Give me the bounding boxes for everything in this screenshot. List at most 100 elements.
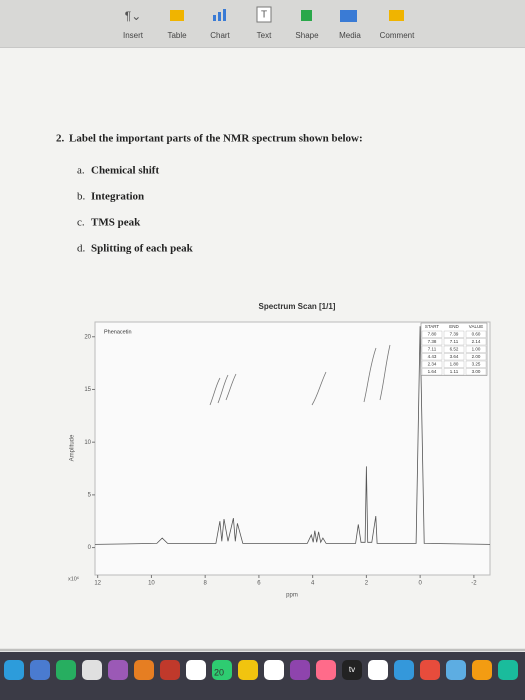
dock-icon[interactable] bbox=[238, 660, 258, 680]
table-cell bbox=[465, 345, 487, 353]
y-tick-label: 0 bbox=[88, 545, 92, 551]
x-tick-label: 0 bbox=[418, 581, 422, 587]
table-cell-text: 1.00 bbox=[472, 346, 481, 351]
media-icon bbox=[340, 10, 357, 22]
question-text: Label the important parts of the NMR spe… bbox=[69, 133, 363, 145]
table-cell-text: 7.11 bbox=[428, 346, 437, 351]
table-cell bbox=[465, 330, 487, 338]
item-text: Integration bbox=[91, 191, 144, 203]
item-marker: b. bbox=[77, 191, 86, 203]
table-cell-text: 3.00 bbox=[472, 369, 481, 374]
table-cell bbox=[421, 353, 443, 361]
toolbar-label[interactable]: Text bbox=[257, 31, 272, 40]
table-cell-text: 1.11 bbox=[450, 369, 459, 374]
item-text: Splitting of each peak bbox=[91, 243, 194, 255]
toolbar-label[interactable]: Chart bbox=[210, 31, 230, 40]
x-tick-label: 4 bbox=[311, 581, 315, 587]
table-cell bbox=[465, 368, 487, 376]
table-cell bbox=[443, 353, 465, 361]
toolbar-label[interactable]: Media bbox=[339, 31, 361, 40]
spectrum-line bbox=[94, 326, 491, 545]
item-marker: d. bbox=[77, 243, 86, 255]
dock-icon[interactable] bbox=[160, 660, 180, 680]
y-tick-label: 20 bbox=[84, 334, 91, 340]
dock-icon[interactable] bbox=[368, 660, 388, 680]
dock-icon[interactable] bbox=[446, 660, 466, 680]
table-cell bbox=[421, 330, 443, 338]
x-tick-label: 8 bbox=[203, 581, 207, 587]
dock-icon[interactable] bbox=[212, 660, 232, 680]
table-cell-text: 7.11 bbox=[450, 339, 459, 344]
toolbar-label[interactable]: Comment bbox=[380, 31, 415, 40]
table-cell bbox=[421, 345, 443, 353]
table-header: END bbox=[449, 324, 459, 329]
y-tick-label: 15 bbox=[84, 387, 91, 393]
shape-icon bbox=[301, 10, 312, 21]
dock-icon[interactable] bbox=[134, 660, 154, 680]
question-number: 2. bbox=[56, 133, 65, 145]
dock-icon[interactable] bbox=[108, 660, 128, 680]
chart-icon bbox=[213, 15, 216, 21]
text-icon bbox=[256, 6, 272, 23]
item-text: TMS peak bbox=[91, 217, 141, 229]
dock-icon[interactable] bbox=[82, 660, 102, 680]
comment-icon bbox=[389, 10, 404, 21]
table-cell-text: 7.39 bbox=[450, 331, 459, 336]
table-cell bbox=[421, 338, 443, 346]
table-cell-text: 1.64 bbox=[428, 369, 437, 374]
table-cell bbox=[443, 360, 465, 368]
table-cell bbox=[443, 368, 465, 376]
integration-curve bbox=[379, 344, 391, 401]
table-cell bbox=[465, 360, 487, 368]
toolbar-label[interactable]: Table bbox=[167, 31, 187, 40]
text-icon-glyph: T bbox=[261, 10, 267, 21]
table-cell bbox=[465, 338, 487, 346]
table-cell-text: 7.38 bbox=[428, 339, 437, 344]
chart-title: Spectrum Scan [1/1] bbox=[259, 302, 336, 311]
table-cell-text: 6.52 bbox=[450, 346, 459, 351]
dock-icon[interactable] bbox=[472, 660, 492, 680]
insert-icon: ¶⌄ bbox=[125, 9, 142, 23]
calendar-day: 20 bbox=[214, 667, 224, 677]
dock-icon[interactable] bbox=[4, 660, 24, 680]
table-icon bbox=[170, 10, 184, 21]
table-cell-text: 2.00 bbox=[472, 354, 481, 359]
table-cell-text: 4.43 bbox=[428, 354, 437, 359]
chart-icon bbox=[218, 12, 221, 21]
toolbar-label[interactable]: Insert bbox=[123, 31, 144, 40]
table-cell-text: 3.64 bbox=[450, 354, 459, 359]
table-cell-text: 3.25 bbox=[472, 361, 481, 366]
dock-icon[interactable] bbox=[264, 660, 284, 680]
integration-curve bbox=[217, 374, 229, 404]
table-cell-text: 0.60 bbox=[472, 331, 481, 336]
dock-icon[interactable] bbox=[316, 660, 336, 680]
x-axis-label: ppm bbox=[286, 593, 298, 599]
toolbar-icons: ¶⌄ T bbox=[125, 6, 404, 23]
table-cell bbox=[443, 338, 465, 346]
table-cell-text: 7.80 bbox=[428, 331, 437, 336]
dock-icon[interactable] bbox=[56, 660, 76, 680]
item-marker: c. bbox=[77, 217, 85, 229]
dock-icon[interactable] bbox=[30, 660, 50, 680]
dock-icon[interactable] bbox=[498, 660, 518, 680]
toolbar-label[interactable]: Shape bbox=[295, 31, 319, 40]
tv-label: tv bbox=[349, 665, 355, 674]
dock-icon[interactable] bbox=[290, 660, 310, 680]
y-tick-label: 5 bbox=[88, 492, 92, 498]
dock-icon[interactable] bbox=[394, 660, 414, 680]
annotation: Phenacetin bbox=[104, 329, 132, 335]
dock-icon[interactable] bbox=[420, 660, 440, 680]
table-header: VALUE bbox=[469, 324, 483, 329]
x-tick-label: 6 bbox=[257, 581, 261, 587]
integration-curve bbox=[209, 377, 221, 406]
table-cell bbox=[421, 368, 443, 376]
table-cell bbox=[421, 360, 443, 368]
table-cell bbox=[443, 345, 465, 353]
dock-icon[interactable] bbox=[342, 660, 362, 680]
y-axis-label: Amplitude bbox=[70, 434, 76, 461]
y-tick-label: 10 bbox=[84, 440, 91, 446]
integration-curve bbox=[225, 373, 237, 401]
dock-icon[interactable] bbox=[186, 660, 206, 680]
table-cell-text: 2.34 bbox=[428, 361, 437, 366]
